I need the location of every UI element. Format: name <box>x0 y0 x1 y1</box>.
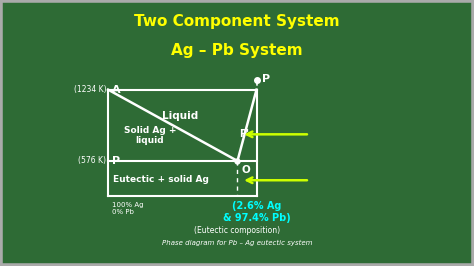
Text: P: P <box>262 74 270 84</box>
Text: (576 K): (576 K) <box>78 156 106 165</box>
Text: (2.6% Ag
& 97.4% Pb): (2.6% Ag & 97.4% Pb) <box>223 201 291 223</box>
Text: (Eutectic composition): (Eutectic composition) <box>194 226 280 235</box>
Text: Phase diagram for Pb – Ag eutectic system: Phase diagram for Pb – Ag eutectic syste… <box>162 240 312 246</box>
Text: Two Component System: Two Component System <box>134 14 340 29</box>
Text: P': P' <box>239 129 249 139</box>
Text: 100% Ag
0% Pb: 100% Ag 0% Pb <box>112 202 144 215</box>
Text: Solid Ag +
liquid: Solid Ag + liquid <box>124 126 176 145</box>
Text: O: O <box>241 165 250 175</box>
Text: (1234 K): (1234 K) <box>73 85 106 94</box>
Text: P: P <box>112 156 120 166</box>
Text: Eutectic + solid Ag: Eutectic + solid Ag <box>113 174 210 184</box>
Text: Ag – Pb System: Ag – Pb System <box>171 43 303 58</box>
Text: A: A <box>112 85 120 95</box>
Text: Liquid: Liquid <box>162 111 199 121</box>
